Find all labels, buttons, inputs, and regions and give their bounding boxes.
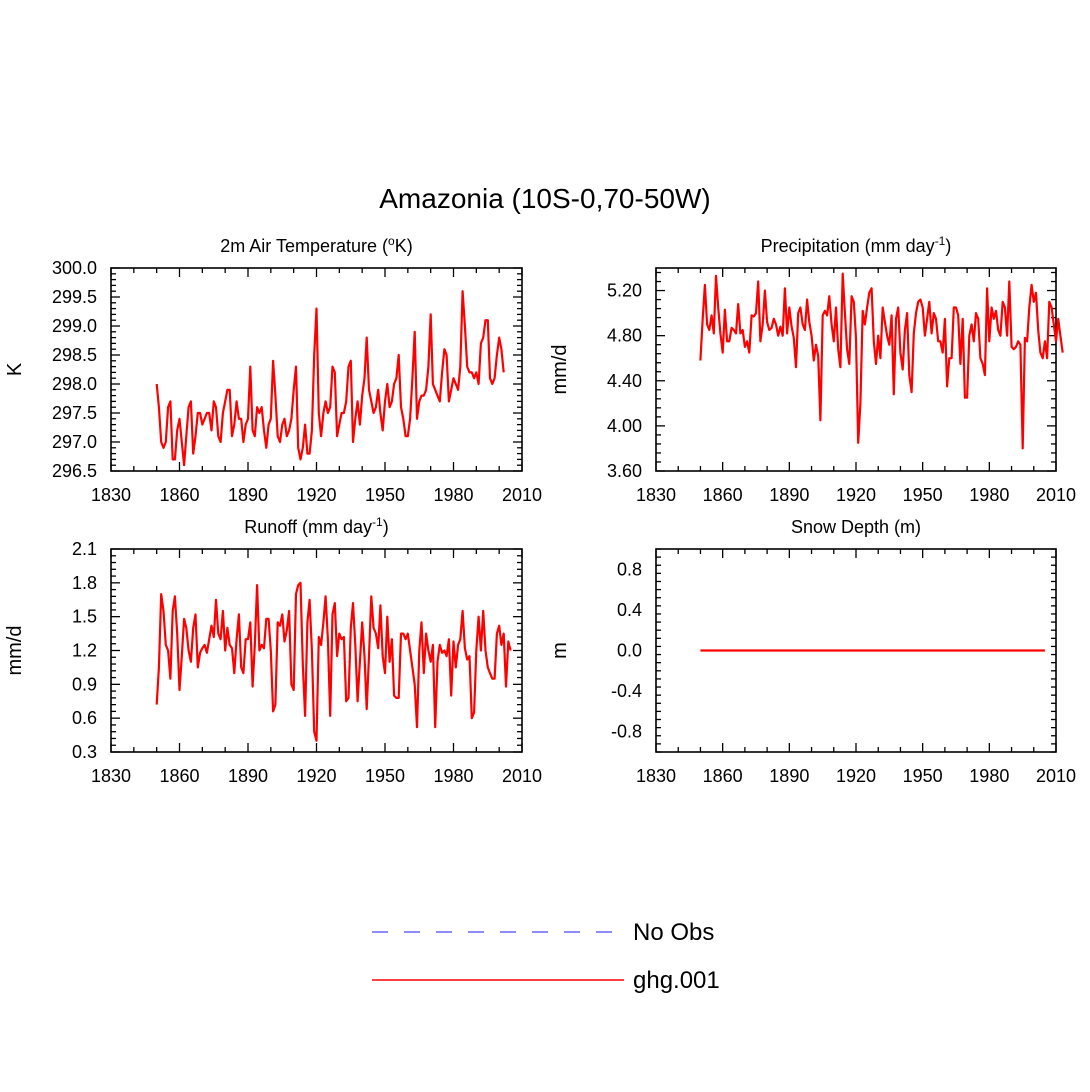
x-tick-label: 1950	[903, 485, 943, 505]
y-tick-label: 3.60	[607, 461, 642, 481]
y-tick-label: 4.40	[607, 371, 642, 391]
y-axis-label: mm/d	[549, 345, 571, 395]
x-tick-label: 1920	[296, 485, 336, 505]
y-tick-label: 1.2	[72, 641, 97, 661]
x-tick-label: 1980	[433, 485, 473, 505]
x-tick-label: 1860	[703, 766, 743, 786]
y-tick-label: 299.5	[52, 287, 97, 307]
y-tick-label: 5.20	[607, 281, 642, 301]
y-tick-label: 1.8	[72, 573, 97, 593]
y-tick-label: -0.4	[611, 681, 642, 701]
y-tick-label: 4.00	[607, 416, 642, 436]
y-tick-label: 298.0	[52, 374, 97, 394]
x-tick-label: 1830	[91, 485, 131, 505]
y-tick-label: 0.6	[72, 708, 97, 728]
x-tick-label: 1950	[903, 766, 943, 786]
x-tick-label: 1830	[636, 485, 676, 505]
panel-title: Precipitation (mm day-1)	[761, 234, 952, 256]
x-tick-label: 1950	[365, 766, 405, 786]
x-tick-label: 1890	[769, 485, 809, 505]
panel-runoff: 1830 1860 1890 1920 1950 1980 2010 0.3 0.6 0.9 1.2…	[4, 515, 542, 786]
y-axis-label: K	[4, 362, 26, 376]
panel-snow-depth: 1830 1860 1890 1920 1950 1980 2010 -0.8 -0.4 0.0 0…	[549, 517, 1076, 786]
y-axis-label: mm/d	[4, 626, 26, 676]
x-tick-label: 1860	[159, 485, 199, 505]
series-line-ghg-001	[155, 290, 505, 467]
y-tick-label: 298.5	[52, 345, 97, 365]
y-tick-label: 0.9	[72, 674, 97, 694]
y-tick-label: 0.0	[617, 641, 642, 661]
y-tick-label: 0.3	[72, 742, 97, 762]
y-tick-label: 297.0	[52, 432, 97, 452]
x-tick-label: 1830	[91, 766, 131, 786]
x-tick-label: 1980	[969, 766, 1009, 786]
y-tick-label: -0.8	[611, 722, 642, 742]
panel-precipitation: 1830 1860 1890 1920 1950 1980 2010 3.60 4.00 4.40…	[549, 234, 1076, 505]
y-tick-label: 2.1	[72, 539, 97, 559]
x-tick-label: 2010	[502, 766, 542, 786]
y-tick-label: 300.0	[52, 258, 97, 278]
x-tick-label: 1890	[228, 766, 268, 786]
x-tick-label: 1890	[769, 766, 809, 786]
panel-2m-air-temperature: 1830 1860 1890 1920 1950 1980 2010 296.5 297.0 29…	[4, 234, 542, 505]
legend: No Obs ghg.001	[372, 919, 720, 994]
y-axis-label: m	[549, 642, 571, 659]
y-tick-label: 0.4	[617, 600, 642, 620]
y-tick-label: 0.8	[617, 559, 642, 579]
legend-label-ghg: ghg.001	[633, 967, 720, 994]
y-tick-label: 299.0	[52, 316, 97, 336]
x-tick-label: 1980	[433, 766, 473, 786]
y-tick-label: 296.5	[52, 461, 97, 481]
x-tick-label: 1920	[836, 766, 876, 786]
panel-title: Runoff (mm day-1)	[244, 515, 388, 537]
x-tick-label: 2010	[1036, 485, 1076, 505]
figure-title: Amazonia (10S-0,70-50W)	[379, 183, 710, 214]
x-tick-label: 1890	[228, 485, 268, 505]
x-tick-label: 1980	[969, 485, 1009, 505]
y-tick-label: 4.80	[607, 326, 642, 346]
x-tick-label: 1950	[365, 485, 405, 505]
x-tick-label: 1860	[703, 485, 743, 505]
panel-title: 2m Air Temperature (oK)	[220, 234, 412, 256]
x-tick-label: 1860	[159, 766, 199, 786]
x-tick-label: 1830	[636, 766, 676, 786]
panel-title: Snow Depth (m)	[791, 517, 921, 537]
y-tick-label: 297.5	[52, 403, 97, 423]
legend-label-no-obs: No Obs	[633, 919, 714, 946]
x-tick-label: 2010	[502, 485, 542, 505]
x-tick-label: 1920	[296, 766, 336, 786]
y-tick-label: 1.5	[72, 607, 97, 627]
series-line-ghg-001	[699, 272, 1064, 450]
series-line-ghg-001	[155, 581, 512, 742]
x-tick-label: 2010	[1036, 766, 1076, 786]
x-tick-label: 1920	[836, 485, 876, 505]
